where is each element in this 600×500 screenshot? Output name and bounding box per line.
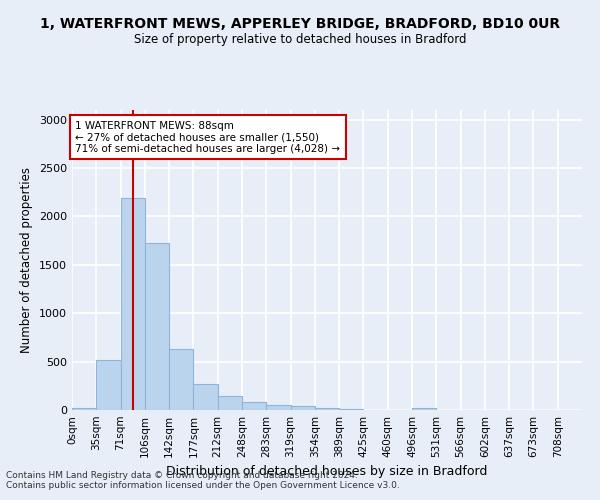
Bar xyxy=(412,408,436,410)
Bar xyxy=(145,242,169,410)
Bar xyxy=(169,349,193,410)
Bar xyxy=(242,402,266,410)
Text: 1, WATERFRONT MEWS, APPERLEY BRIDGE, BRADFORD, BD10 0UR: 1, WATERFRONT MEWS, APPERLEY BRIDGE, BRA… xyxy=(40,18,560,32)
Bar xyxy=(193,384,218,410)
Bar xyxy=(290,406,315,410)
Text: Size of property relative to detached houses in Bradford: Size of property relative to detached ho… xyxy=(134,32,466,46)
Text: Contains HM Land Registry data © Crown copyright and database right 2024.: Contains HM Land Registry data © Crown c… xyxy=(6,470,358,480)
Bar xyxy=(339,409,364,410)
X-axis label: Distribution of detached houses by size in Bradford: Distribution of detached houses by size … xyxy=(166,466,488,478)
Bar xyxy=(266,405,290,410)
Text: 1 WATERFRONT MEWS: 88sqm
← 27% of detached houses are smaller (1,550)
71% of sem: 1 WATERFRONT MEWS: 88sqm ← 27% of detach… xyxy=(76,120,340,154)
Bar xyxy=(315,408,339,410)
Text: Contains public sector information licensed under the Open Government Licence v3: Contains public sector information licen… xyxy=(6,480,400,490)
Y-axis label: Number of detached properties: Number of detached properties xyxy=(20,167,34,353)
Bar xyxy=(218,396,242,410)
Bar xyxy=(72,408,96,410)
Bar xyxy=(121,198,145,410)
Bar xyxy=(96,360,121,410)
